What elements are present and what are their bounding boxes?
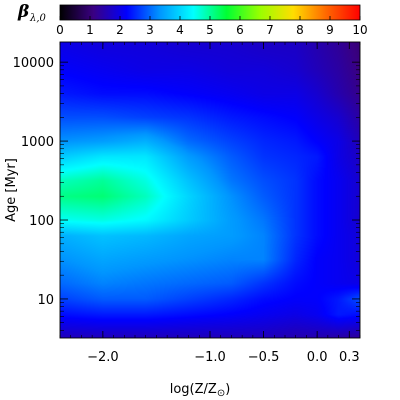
- colorbar-tick-label: 10: [352, 23, 367, 37]
- colorbar-tick-label: 6: [236, 23, 244, 37]
- x-tick-label: −2.0: [87, 350, 119, 365]
- colorbar-subscript: λ,0: [29, 13, 47, 24]
- colorbar-tick-label: 1: [86, 23, 94, 37]
- y-axis-ticks: 10 100 1000 10000: [13, 56, 360, 331]
- colorbar-tick-label: 3: [146, 23, 154, 37]
- colorbar-tick-label: 2: [116, 23, 124, 37]
- x-axis-label: log(Z/Z⊙): [170, 382, 231, 399]
- colorbar-ticks: 0 1 2 3 4 5 6 7 8 9 10: [56, 16, 368, 37]
- y-tick-label: 10000: [13, 56, 54, 71]
- colorbar-tick-label: 9: [326, 23, 334, 37]
- x-tick-label: 0.3: [339, 350, 360, 365]
- colorbar-tick-label: 8: [296, 23, 304, 37]
- colorbar-tick-label: 0: [56, 23, 64, 37]
- y-axis-label: Age [Myr]: [4, 158, 19, 222]
- y-tick-label: 1000: [21, 135, 54, 150]
- colorbar-tick-label: 7: [266, 23, 274, 37]
- colorbar-tick-label: 5: [206, 23, 214, 37]
- x-tick-label: −1.0: [194, 350, 226, 365]
- heatmap-image: [60, 42, 360, 338]
- colorbar-symbol: β: [17, 2, 29, 22]
- plot-area: −2.0 −1.0 −0.5 0.0 0.3 10 100 1000 10000: [13, 41, 361, 365]
- x-tick-label: 0.0: [307, 350, 328, 365]
- y-tick-label: 10: [37, 293, 54, 308]
- colorbar-tick-label: 4: [176, 23, 184, 37]
- y-tick-label: 100: [29, 214, 54, 229]
- colorbar: β λ,0 0 1 2 3 4 5 6 7 8 9 10: [17, 2, 368, 37]
- x-axis-ticks: −2.0 −1.0 −0.5 0.0 0.3: [59, 42, 361, 365]
- x-tick-label: −0.5: [248, 350, 280, 365]
